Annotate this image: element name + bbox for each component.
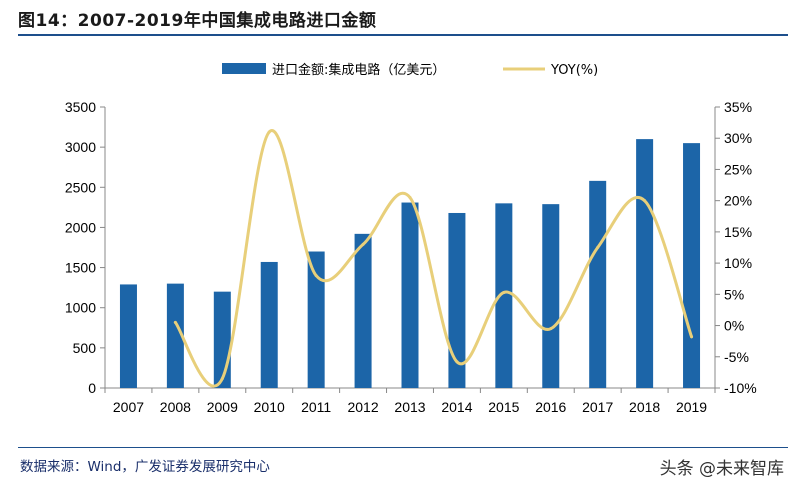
yoy-point <box>502 290 506 294</box>
yoy-point <box>267 130 271 134</box>
bar <box>166 283 184 388</box>
x-tick-label: 2017 <box>582 399 613 415</box>
y-left-tick-label: 2000 <box>65 219 96 235</box>
bar <box>213 291 231 388</box>
page-title: 图14：2007-2019年中国集成电路进口金额 <box>18 11 377 31</box>
x-tick-label: 2012 <box>347 399 378 415</box>
x-tick-label: 2019 <box>676 399 707 415</box>
bar <box>448 212 466 388</box>
y-right-tick-label: 15% <box>724 224 752 240</box>
yoy-point <box>643 199 647 203</box>
x-tick-label: 2016 <box>535 399 566 415</box>
bar <box>542 204 560 388</box>
x-tick-label: 2007 <box>113 399 144 415</box>
y-right-tick-label: 10% <box>724 255 752 271</box>
title-row: 图14：2007-2019年中国集成电路进口金额 <box>18 6 376 32</box>
chart: 0 500 1000 1500 2000 2500 3000 3500 -10% -5% 0% 5% 1… <box>65 62 757 415</box>
y-right-tick-label: -10% <box>724 380 757 396</box>
y-right-tick-label: 20% <box>724 193 752 209</box>
source-divider <box>18 447 788 448</box>
source-text: 数据来源：Wind，广发证券发展研究中心 <box>20 459 270 475</box>
yoy-point <box>549 327 553 331</box>
x-tick-label: 2013 <box>394 399 425 415</box>
y-left-tick-label: 2500 <box>65 179 96 195</box>
yoy-series-line <box>173 129 694 388</box>
y-left-tick-label: 0 <box>88 380 96 396</box>
y-right-tick-label: 35% <box>724 99 752 115</box>
bar <box>354 233 372 388</box>
y-left-tick-label: 3500 <box>65 99 96 115</box>
yoy-point <box>690 335 694 339</box>
legend-bar-label: 进口金额:集成电路（亿美元） <box>272 62 445 78</box>
bar <box>401 202 419 388</box>
y-right-tick-label: -5% <box>724 349 749 365</box>
yoy-point <box>173 320 177 324</box>
y-left-tick-label: 500 <box>73 340 97 356</box>
y-right-tick-label: 5% <box>724 286 744 302</box>
bar <box>119 284 137 388</box>
bar <box>307 251 325 388</box>
x-tick-label: 2014 <box>441 399 472 415</box>
y-right-tick-label: 0% <box>724 318 744 334</box>
x-tick-label: 2011 <box>301 399 331 415</box>
yoy-point <box>408 196 412 200</box>
x-tick-label: 2018 <box>629 399 660 415</box>
x-tick-label: 2009 <box>207 399 238 415</box>
y-right-tick-label: 30% <box>724 130 752 146</box>
x-tick-label: 2015 <box>488 399 519 415</box>
y-left-tick-label: 1500 <box>65 260 96 276</box>
y-left-tick-label: 3000 <box>65 139 96 155</box>
y-right-tick-label: 25% <box>724 161 752 177</box>
yoy-point <box>314 274 318 278</box>
title-divider <box>18 34 788 36</box>
yoy-point <box>361 242 365 246</box>
legend-line-label: YOY(%) <box>550 63 598 78</box>
legend-bar-swatch <box>222 63 266 74</box>
bar <box>636 139 654 388</box>
bar <box>495 203 513 388</box>
yoy-point <box>220 377 224 381</box>
x-tick-label: 2010 <box>254 399 285 415</box>
watermark-text: 头条 @未来智库 <box>659 459 784 479</box>
x-tick-label: 2008 <box>160 399 191 415</box>
bar <box>260 261 278 388</box>
bar <box>589 180 607 388</box>
y-left-tick-label: 1000 <box>65 300 96 316</box>
yoy-point <box>455 360 459 364</box>
yoy-point <box>596 246 600 249</box>
bar <box>683 143 701 388</box>
